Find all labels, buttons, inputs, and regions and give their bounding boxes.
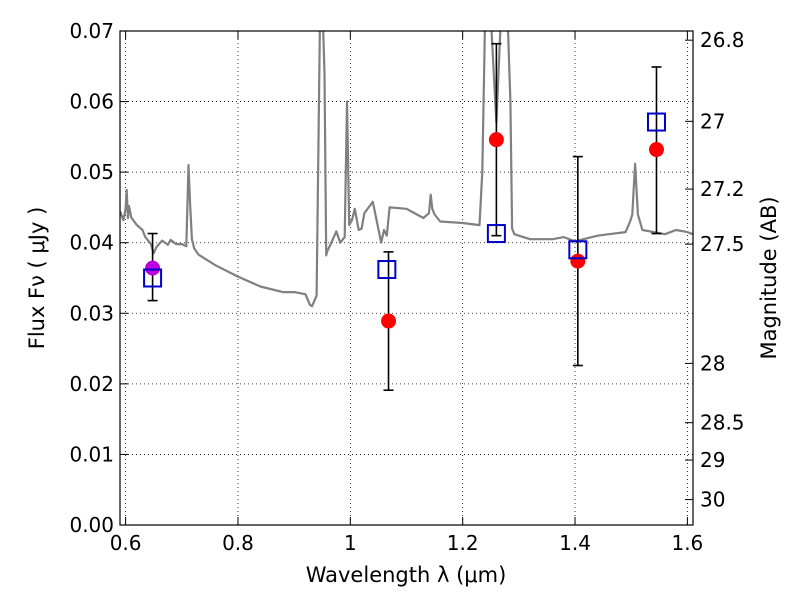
plot-frame [119, 30, 694, 526]
x-tick-label: 1 [344, 531, 357, 555]
spectrum-layer [120, 31, 693, 308]
x-tick-label: 1.6 [671, 531, 703, 555]
x-tick-label: 0.8 [222, 531, 254, 555]
observed-points [145, 132, 664, 329]
observed-point [488, 132, 504, 148]
y-tick-label: 0.04 [69, 231, 114, 255]
y-axis-right-title: Magnitude (AB) [757, 196, 781, 359]
y-tick-label: 0.06 [69, 90, 114, 114]
y-axis-title: Flux Fν ( μJy ) [25, 207, 49, 350]
right-tick-label: 28 [700, 351, 725, 375]
y-tick-label: 0.00 [69, 513, 114, 537]
observed-point [648, 142, 664, 158]
observed-point [570, 253, 586, 269]
x-tick-label: 1.2 [447, 531, 479, 555]
model-point [143, 268, 163, 288]
x-tick-label: 0.6 [110, 531, 142, 555]
y-tick-label: 0.01 [69, 442, 114, 466]
right-tick-label: 29 [700, 448, 725, 472]
axis-ticks: 0.6 0.8 1 1.2 1.4 1.6 0.00 0.01 0.02 0.03 0.04 0.05… [69, 19, 744, 555]
right-tick-label: 27.5 [700, 232, 745, 256]
model-points [143, 112, 666, 288]
model-point [568, 240, 588, 260]
x-axis-title: Wavelength λ (μm) [306, 563, 507, 587]
y-tick-label: 0.03 [69, 301, 114, 325]
model-point [486, 224, 506, 244]
grid-lines [120, 31, 693, 525]
y-tick-label: 0.07 [69, 19, 114, 43]
x-tick-label: 1.4 [559, 531, 591, 555]
y-tick-label: 0.02 [69, 372, 114, 396]
right-tick-label: 27 [700, 109, 725, 133]
y-tick-label: 0.05 [69, 160, 114, 184]
right-tick-label: 27.2 [700, 177, 745, 201]
model-point [646, 112, 666, 132]
spectrum-line [120, 31, 693, 308]
right-tick-label: 30 [700, 488, 725, 512]
right-tick-label: 26.8 [700, 28, 745, 52]
observed-point [381, 313, 397, 329]
right-tick-label: 28.5 [700, 411, 745, 435]
errorbar-layer [147, 42, 662, 392]
observed-point [145, 260, 161, 276]
model-point [377, 260, 397, 280]
